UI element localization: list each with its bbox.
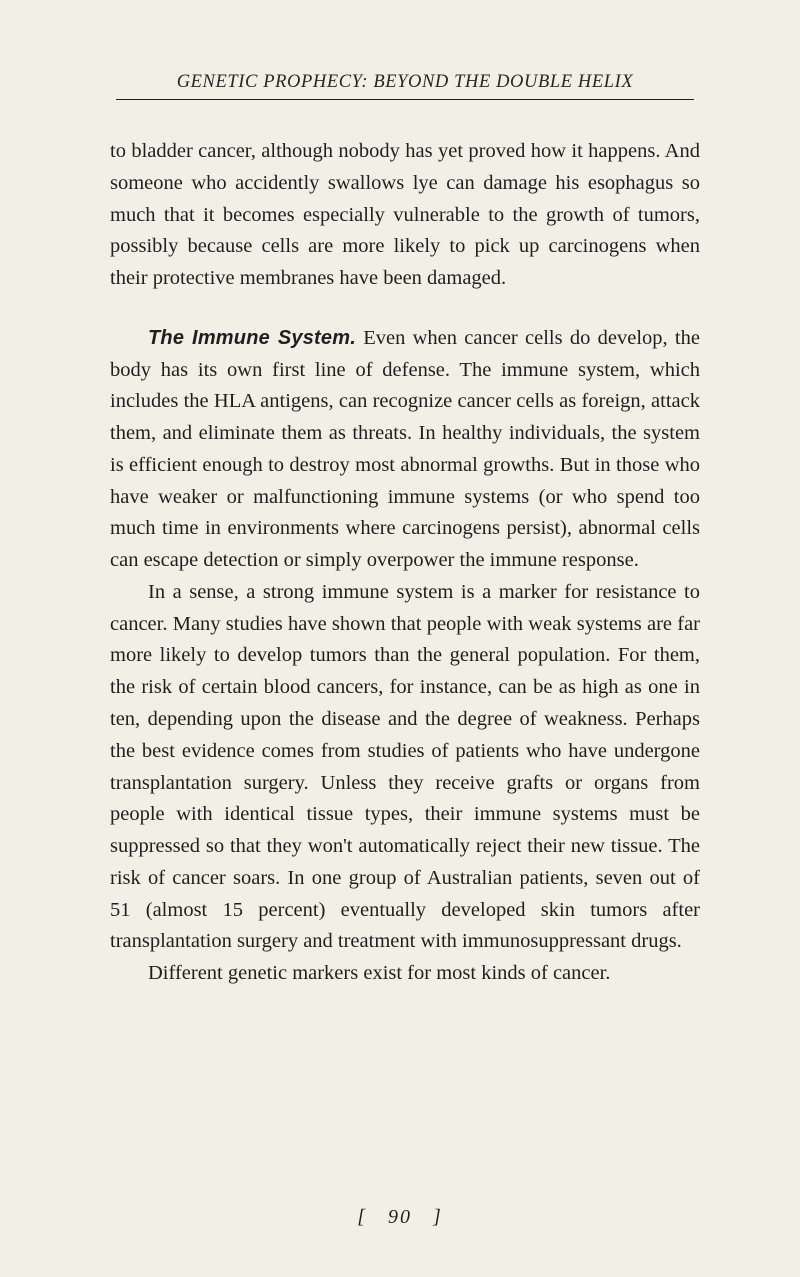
body-text-block: to bladder cancer, although nobody has y… — [110, 136, 700, 990]
paragraph-4: Different genetic markers exist for most… — [110, 958, 700, 990]
running-head: GENETIC PROPHECY: BEYOND THE DOUBLE HELI… — [116, 72, 694, 100]
folio-bracket-right: ] — [433, 1206, 443, 1228]
book-page: GENETIC PROPHECY: BEYOND THE DOUBLE HELI… — [0, 0, 800, 1277]
paragraph-2-text: Even when cancer cells do develop, the b… — [110, 327, 700, 571]
page-folio: [ 90 ] — [0, 1206, 800, 1229]
paragraph-1: to bladder cancer, although nobody has y… — [110, 136, 700, 295]
section-title-immune-system: The Immune System. — [148, 327, 356, 349]
folio-bracket-left: [ — [357, 1206, 367, 1228]
paragraph-3: In a sense, a strong immune system is a … — [110, 577, 700, 958]
paragraph-2: The Immune System. Even when cancer cell… — [110, 323, 700, 577]
folio-number: 90 — [388, 1206, 412, 1228]
